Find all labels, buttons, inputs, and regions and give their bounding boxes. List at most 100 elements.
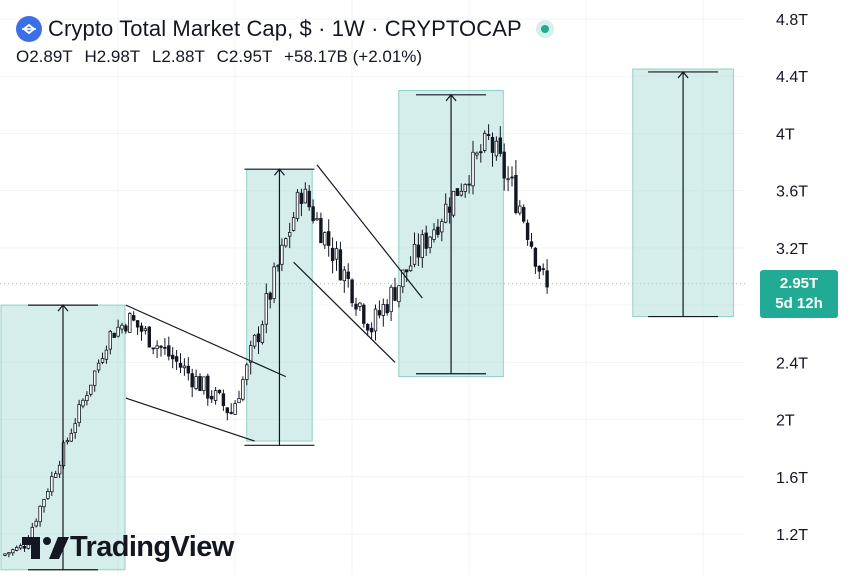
candle-body [3, 553, 7, 556]
crypto-symbol-icon [16, 16, 42, 42]
candle-body [412, 243, 417, 265]
candle-body [252, 334, 257, 347]
channel-upper-line [125, 304, 287, 378]
candle-body [525, 222, 530, 240]
candle-body [541, 268, 545, 271]
candle-body [217, 389, 222, 394]
candle-body [389, 286, 393, 313]
title-row: Crypto Total Market Cap, $ · 1W · CRYPTO… [16, 14, 554, 44]
last-price-badge: 2.95T 5d 12h [760, 270, 838, 318]
candle-body [432, 229, 436, 240]
ohlc-high: H2.98T [84, 47, 141, 66]
candle-body [518, 205, 522, 214]
candle-body [287, 232, 292, 237]
candle-body [342, 269, 346, 282]
candle-body [174, 356, 179, 362]
candle-body [463, 184, 467, 192]
candle-body [233, 403, 237, 415]
candle-body [256, 333, 261, 343]
candle-body [440, 221, 444, 233]
candle-body [260, 324, 265, 343]
candle-body [34, 520, 38, 527]
candle-body [18, 545, 23, 549]
price-tick-label: 4.4T [776, 69, 808, 86]
ohlc-close: C2.95T [216, 47, 273, 66]
candle-body [420, 234, 424, 259]
candle-body [131, 315, 136, 321]
candle-body [537, 265, 541, 272]
candle-body [194, 376, 198, 389]
chart-header: Crypto Total Market Cap, $ · 1W · CRYPTO… [16, 14, 554, 67]
candle-body [506, 178, 510, 181]
candle-body [124, 325, 128, 332]
candle-body [373, 308, 378, 332]
candle-body [85, 395, 89, 402]
candle-body [436, 226, 440, 235]
price-tick-label: 2.4T [776, 355, 808, 372]
candle-body [486, 134, 491, 137]
candle-body [529, 241, 534, 247]
candle-body [248, 345, 253, 363]
candle-body [334, 248, 339, 260]
candle-body [182, 365, 187, 369]
tradingview-logo[interactable]: TradingView [22, 531, 234, 564]
candle-body [198, 376, 202, 392]
candle-body [338, 249, 343, 281]
candle-body [229, 412, 233, 414]
candle-body [100, 357, 105, 363]
candle-body [295, 191, 300, 219]
price-tick-label: 4T [776, 126, 795, 143]
candle-body [42, 499, 46, 508]
candle-body [385, 304, 389, 314]
last-price-value: 2.95T [779, 275, 819, 292]
candle-body [11, 549, 15, 554]
candle-body [408, 265, 413, 272]
channel-lower-line [125, 397, 255, 442]
candle-body [455, 188, 460, 196]
candle-body [209, 395, 214, 400]
candle-body [471, 151, 475, 187]
drawing-lines[interactable] [28, 70, 719, 571]
price-tick-label: 1.2T [776, 527, 808, 544]
candle-body [96, 362, 101, 371]
candle-body [108, 331, 112, 350]
price-tick-label: 3.6T [776, 184, 808, 201]
candle-body [311, 206, 315, 222]
candle-body [14, 547, 19, 551]
candle-body [545, 270, 549, 288]
candle-body [514, 174, 518, 214]
candle-body [143, 328, 148, 332]
candle-body [284, 238, 288, 247]
measure-arrowhead [57, 304, 69, 312]
candle-body [50, 476, 54, 493]
candle-body [93, 370, 97, 386]
candle-body [533, 247, 538, 267]
candle-body [77, 404, 81, 423]
candle-body [170, 354, 175, 360]
candle-body [120, 324, 124, 330]
candle-body [494, 140, 499, 157]
candle-body [206, 375, 210, 399]
candle-body [280, 244, 284, 265]
ohlc-legend: O2.89T H2.98T L2.88T C2.95T +58.17B (+2.… [16, 47, 554, 67]
candle-body [237, 398, 241, 404]
price-tick-label: 2T [776, 413, 795, 430]
candle-body [358, 302, 362, 307]
candle-body [323, 232, 327, 246]
candle-body [381, 304, 385, 316]
candle-body [346, 271, 350, 279]
symbol-title[interactable]: Crypto Total Market Cap, $ · 1W · CRYPTO… [48, 16, 522, 41]
price-tick-label: 1.6T [776, 470, 808, 487]
candle-body [167, 345, 171, 357]
candle-body [350, 279, 354, 304]
candle-body [147, 326, 151, 348]
channel-upper-line [316, 164, 423, 299]
candle-body [291, 217, 296, 231]
candle-body [225, 407, 229, 414]
candle-body [428, 236, 432, 249]
candle-body [104, 349, 109, 360]
candle-body [459, 190, 463, 196]
candle-body [401, 269, 405, 288]
bar-countdown: 5d 12h [775, 295, 823, 312]
